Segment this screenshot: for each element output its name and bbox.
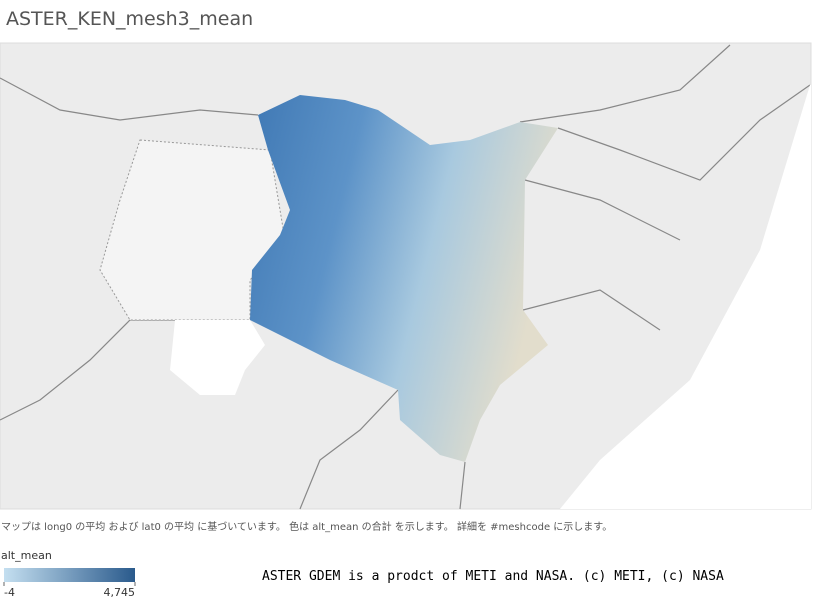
- legend-label: -4: [4, 586, 15, 599]
- kenya-elevation: [250, 95, 558, 462]
- title: ASTER_KEN_mesh3_mean: [6, 8, 254, 30]
- caption: マップは long0 の平均 および lat0 の平均 に基づいています。 色は…: [1, 522, 613, 533]
- uganda: [99, 139, 286, 321]
- attribution: ASTER GDEM is a prodct of METI and NASA.…: [262, 569, 724, 584]
- legend-title: alt_mean: [1, 549, 52, 562]
- country-borders: [0, 44, 811, 510]
- legend-label: 4,745: [104, 586, 136, 599]
- lake-victoria: [170, 320, 265, 395]
- legend-gradient: [4, 568, 135, 582]
- ocean: [560, 85, 811, 509]
